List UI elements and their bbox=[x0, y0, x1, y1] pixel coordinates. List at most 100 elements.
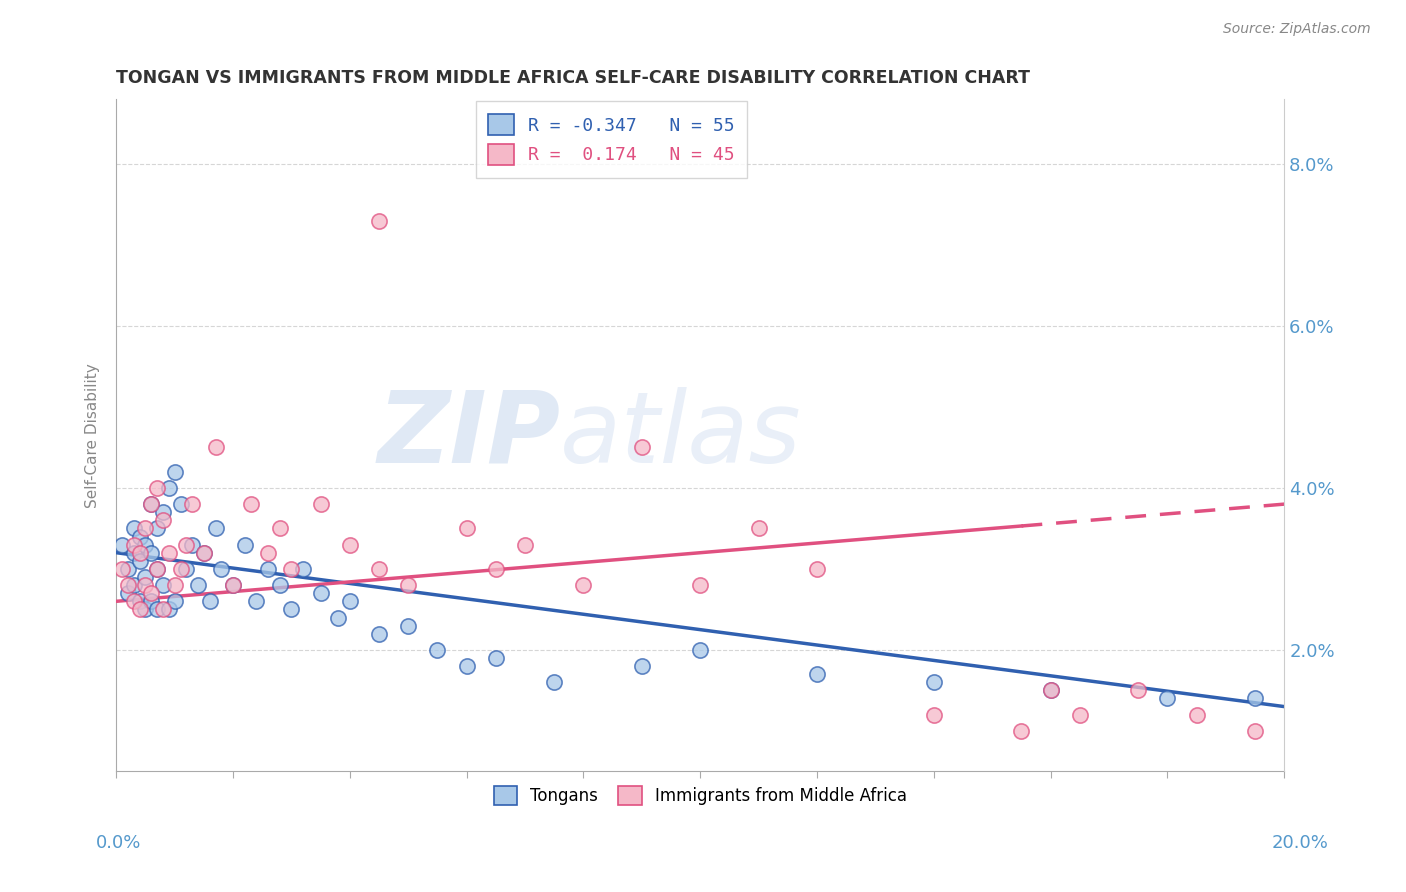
Point bbox=[485, 651, 508, 665]
Point bbox=[572, 578, 595, 592]
Point bbox=[806, 562, 828, 576]
Point bbox=[339, 594, 361, 608]
Point bbox=[134, 602, 156, 616]
Point bbox=[163, 578, 186, 592]
Point bbox=[128, 594, 150, 608]
Point bbox=[146, 562, 169, 576]
Point bbox=[339, 538, 361, 552]
Point bbox=[689, 578, 711, 592]
Point bbox=[111, 562, 134, 576]
Text: ZIP: ZIP bbox=[377, 387, 560, 483]
Point bbox=[141, 497, 163, 511]
Point bbox=[1039, 683, 1062, 698]
Point bbox=[181, 538, 204, 552]
Point bbox=[485, 562, 508, 576]
Point bbox=[245, 594, 267, 608]
Point bbox=[117, 578, 139, 592]
Text: atlas: atlas bbox=[560, 387, 801, 483]
Point bbox=[368, 213, 391, 227]
Point bbox=[368, 562, 391, 576]
Point bbox=[748, 521, 770, 535]
Point bbox=[209, 562, 232, 576]
Point bbox=[134, 570, 156, 584]
Point bbox=[117, 562, 139, 576]
Point bbox=[689, 643, 711, 657]
Point bbox=[181, 497, 204, 511]
Point bbox=[233, 538, 256, 552]
Point bbox=[169, 562, 191, 576]
Point bbox=[1128, 683, 1150, 698]
Point bbox=[152, 513, 174, 527]
Point bbox=[122, 521, 145, 535]
Point bbox=[141, 546, 163, 560]
Point bbox=[146, 602, 169, 616]
Point bbox=[257, 562, 280, 576]
Point bbox=[146, 481, 169, 495]
Point bbox=[1244, 691, 1267, 706]
Point bbox=[163, 465, 186, 479]
Text: TONGAN VS IMMIGRANTS FROM MIDDLE AFRICA SELF-CARE DISABILITY CORRELATION CHART: TONGAN VS IMMIGRANTS FROM MIDDLE AFRICA … bbox=[117, 69, 1031, 87]
Point bbox=[922, 675, 945, 690]
Point bbox=[134, 521, 156, 535]
Point bbox=[122, 578, 145, 592]
Point bbox=[169, 497, 191, 511]
Text: 20.0%: 20.0% bbox=[1272, 834, 1329, 852]
Point bbox=[239, 497, 262, 511]
Text: 0.0%: 0.0% bbox=[96, 834, 141, 852]
Point bbox=[152, 578, 174, 592]
Point bbox=[128, 602, 150, 616]
Point bbox=[146, 562, 169, 576]
Point bbox=[543, 675, 565, 690]
Point bbox=[222, 578, 245, 592]
Legend: Tongans, Immigrants from Middle Africa: Tongans, Immigrants from Middle Africa bbox=[485, 778, 915, 814]
Point bbox=[309, 586, 332, 600]
Point bbox=[187, 578, 209, 592]
Point bbox=[198, 594, 221, 608]
Point bbox=[1011, 723, 1033, 738]
Point bbox=[122, 538, 145, 552]
Point bbox=[204, 441, 226, 455]
Point bbox=[117, 586, 139, 600]
Point bbox=[176, 562, 198, 576]
Point bbox=[111, 538, 134, 552]
Point bbox=[122, 546, 145, 560]
Point bbox=[426, 643, 449, 657]
Point bbox=[806, 667, 828, 681]
Point bbox=[1185, 707, 1208, 722]
Point bbox=[280, 602, 302, 616]
Point bbox=[141, 586, 163, 600]
Point bbox=[269, 578, 291, 592]
Point bbox=[280, 562, 302, 576]
Text: Source: ZipAtlas.com: Source: ZipAtlas.com bbox=[1223, 22, 1371, 37]
Point bbox=[141, 594, 163, 608]
Point bbox=[157, 546, 180, 560]
Point bbox=[163, 594, 186, 608]
Point bbox=[141, 497, 163, 511]
Point bbox=[922, 707, 945, 722]
Point bbox=[456, 659, 478, 673]
Point bbox=[122, 594, 145, 608]
Point bbox=[146, 521, 169, 535]
Point bbox=[128, 546, 150, 560]
Point bbox=[456, 521, 478, 535]
Point bbox=[128, 554, 150, 568]
Point bbox=[128, 529, 150, 543]
Point bbox=[292, 562, 315, 576]
Point bbox=[631, 441, 654, 455]
Point bbox=[396, 578, 419, 592]
Point bbox=[1039, 683, 1062, 698]
Point bbox=[269, 521, 291, 535]
Point bbox=[176, 538, 198, 552]
Y-axis label: Self-Care Disability: Self-Care Disability bbox=[86, 363, 100, 508]
Point bbox=[257, 546, 280, 560]
Point bbox=[152, 602, 174, 616]
Point bbox=[222, 578, 245, 592]
Point bbox=[1069, 707, 1091, 722]
Point bbox=[134, 578, 156, 592]
Point bbox=[309, 497, 332, 511]
Point bbox=[1244, 723, 1267, 738]
Point bbox=[368, 626, 391, 640]
Point bbox=[328, 610, 350, 624]
Point bbox=[631, 659, 654, 673]
Point bbox=[193, 546, 215, 560]
